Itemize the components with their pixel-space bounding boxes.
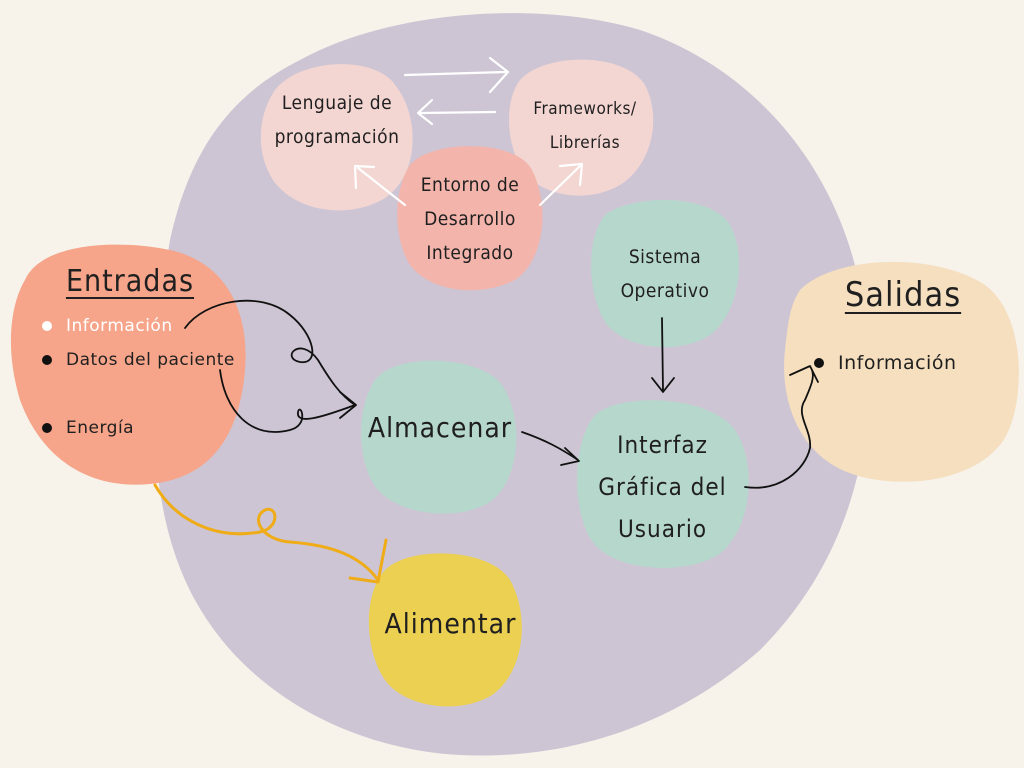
node-lenguaje: Lenguaje de programación (262, 86, 412, 154)
node-interfaz-line1: Interfaz (617, 431, 708, 459)
arrow-sistema-to-interfaz (651, 317, 675, 393)
outputs-blob (784, 261, 1019, 482)
entradas-item-datos: Datos del paciente (38, 343, 258, 377)
arrow-entorno-to-lenguaje (353, 164, 407, 207)
salidas-list: Información (810, 346, 1000, 380)
salidas-item-informacion: Información (810, 346, 1000, 380)
arrowhead-almacenar (339, 391, 357, 419)
entradas-list: Información Datos del paciente Energía (38, 309, 258, 445)
node-sistema-line2: Operativo (620, 280, 710, 302)
almacenar-blob (361, 360, 517, 514)
entradas-item-informacion: Información (38, 309, 258, 343)
arrow-entorno-to-frameworks (538, 162, 584, 207)
node-lenguaje-line2: programación (274, 126, 400, 148)
node-interfaz-line2: Gráfica del (598, 473, 727, 501)
node-alimentar: Alimentar (384, 607, 517, 640)
node-entorno-line3: Integrado (426, 242, 514, 264)
salidas-title: Salidas (844, 275, 962, 315)
node-entorno: Entorno de Desarrollo Integrado (395, 168, 545, 270)
inputs-blob (10, 244, 246, 485)
arrow-almacenar-to-interfaz (521, 431, 580, 466)
node-almacenar: Almacenar (367, 411, 513, 444)
node-entorno-line2: Desarrollo (424, 208, 516, 230)
entradas-item-energia: Energía (38, 411, 258, 445)
interfaz-blob (576, 400, 749, 568)
arrow-lenguaje-to-frameworks (403, 56, 510, 94)
node-sistema: Sistema Operativo (590, 240, 740, 308)
arrow-interfaz-to-salidas (744, 365, 819, 489)
node-frameworks-line2: Librerías (549, 133, 621, 153)
arrow-frameworks-to-lenguaje (416, 98, 497, 126)
node-lenguaje-line1: Lenguaje de (281, 92, 393, 114)
node-sistema-line1: Sistema (628, 246, 702, 268)
entradas-title: Entradas (65, 264, 195, 299)
node-frameworks-line1: Frameworks/ (533, 99, 637, 119)
node-interfaz: Interfaz Gráfica del Usuario (580, 424, 745, 550)
arrow-energia-to-alimentar (153, 483, 380, 582)
arrow-informacion-to-almacenar (184, 299, 356, 406)
sistema-blob (591, 200, 740, 348)
arrow-datos-to-almacenar (219, 369, 356, 433)
arrowhead-alimentar (348, 538, 388, 584)
lenguaje-blob (260, 64, 413, 211)
node-interfaz-line3: Usuario (617, 515, 708, 543)
frameworks-blob (508, 59, 654, 196)
node-entorno-line1: Entorno de (420, 174, 520, 196)
entorno-blob (397, 146, 543, 291)
node-frameworks: Frameworks/ Librerías (510, 92, 660, 160)
alimentar-blob (368, 553, 522, 707)
